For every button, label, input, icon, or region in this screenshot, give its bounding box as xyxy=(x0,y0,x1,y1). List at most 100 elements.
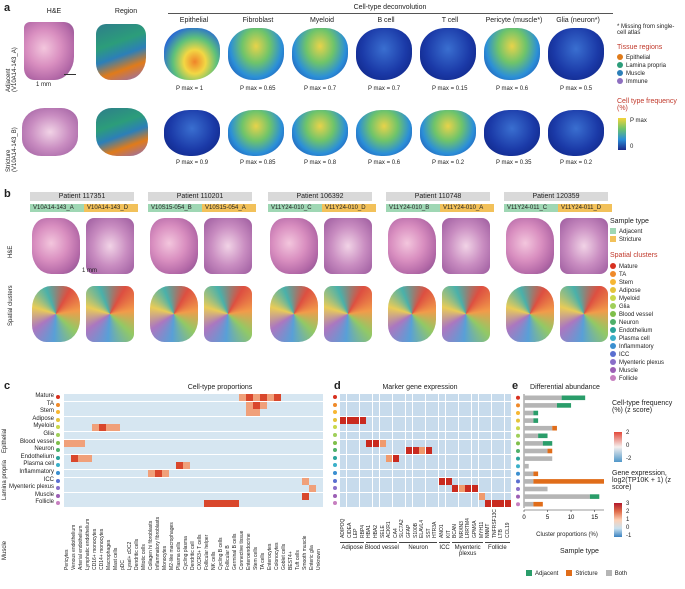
heatmap-cell xyxy=(260,485,267,493)
heatmap-row-label: Mature xyxy=(35,393,54,399)
heatmap-cell xyxy=(197,416,204,424)
cluster-name: Muscle xyxy=(619,368,639,374)
gene-cell xyxy=(392,424,399,432)
heatmap-hot-cell xyxy=(64,439,71,447)
heatmap-cell xyxy=(127,500,134,508)
row-cluster-dot xyxy=(333,486,337,491)
heatmap-cell xyxy=(267,447,274,455)
heatmap-cell xyxy=(274,432,281,440)
cluster-name: Blood vessel xyxy=(619,312,654,318)
gene-cell xyxy=(452,462,459,470)
pmax-stricture: P max = 0.6 xyxy=(368,160,401,166)
heatmap-cell xyxy=(71,409,78,417)
gene-cell xyxy=(491,424,498,432)
expr-tick: 1 xyxy=(626,517,630,523)
pmax-stricture: P max = 0.8 xyxy=(304,160,337,166)
heatmap-cell xyxy=(295,462,302,470)
heatmap-cell xyxy=(246,477,253,485)
column-header: Epithelial xyxy=(179,17,209,24)
heatmap-cell xyxy=(120,492,127,500)
heatmap-cell xyxy=(267,401,274,409)
sample-id: V10A14-143_D xyxy=(84,204,138,212)
gene-cell xyxy=(366,500,373,508)
heatmap-cell xyxy=(260,454,267,462)
heatmap-cell xyxy=(190,492,197,500)
cluster-item: Myenteric plexus xyxy=(610,359,664,367)
cluster-dot xyxy=(610,287,616,294)
gene-cell xyxy=(458,500,465,508)
heatmap-cell xyxy=(85,485,92,493)
heatmap-cell xyxy=(99,470,106,478)
heatmap-cell xyxy=(295,416,302,424)
gene-cell xyxy=(419,401,426,409)
heatmap-cell xyxy=(92,485,99,493)
heatmap-cell xyxy=(120,447,127,455)
heatmap-cell xyxy=(309,394,316,402)
gene-group-bar xyxy=(399,542,437,543)
heatmap-cell xyxy=(155,424,162,432)
gene-cell xyxy=(465,432,472,440)
heatmap-cell xyxy=(64,485,71,493)
e-bar xyxy=(524,463,529,469)
gene-cell xyxy=(399,409,406,417)
gene-cell xyxy=(452,424,459,432)
cluster-item: ICC xyxy=(610,351,664,359)
heatmap-cell xyxy=(267,454,274,462)
heatmap-cell xyxy=(106,470,113,478)
heatmap-cell xyxy=(106,416,113,424)
heatmap-cell xyxy=(225,492,232,500)
heatmap-cell xyxy=(113,447,120,455)
column-header: Fibroblast xyxy=(242,17,274,24)
gene-cell xyxy=(432,401,439,409)
heatmap-cell xyxy=(148,409,155,417)
gene-group-label: Blood vessel xyxy=(364,545,399,551)
gene-label: S100B xyxy=(412,522,419,538)
e-sample-type-title: Sample type xyxy=(560,548,599,555)
heatmap-cell xyxy=(218,454,225,462)
heatmap-cell xyxy=(309,424,316,432)
gene-cell xyxy=(412,454,419,462)
e-sample-type-name: Stricture xyxy=(575,571,598,577)
e-row-dot xyxy=(516,487,520,491)
heatmap-cell xyxy=(211,477,218,485)
heatmap-cell xyxy=(85,447,92,455)
heatmap-cell xyxy=(169,477,176,485)
heatmap-cell xyxy=(169,492,176,500)
gene-cell xyxy=(465,416,472,424)
gene-cell xyxy=(379,401,386,409)
heatmap-cell xyxy=(176,470,183,478)
gene-cell xyxy=(419,492,426,500)
gene-cell xyxy=(472,432,479,440)
tissue-region-item: Muscle xyxy=(617,70,666,78)
expr-zscore-title: Gene expression, log2(TP10K + 1) (z scor… xyxy=(612,470,671,491)
gene-cell xyxy=(359,477,366,485)
heatmap-cell xyxy=(204,454,211,462)
heatmap-cell xyxy=(197,394,204,402)
heatmap-cell xyxy=(239,401,246,409)
sample-id: V10A14-143_A xyxy=(30,204,84,212)
gene-cell xyxy=(465,447,472,455)
heatmap-cell xyxy=(176,439,183,447)
gene-cell xyxy=(419,409,426,417)
gene-cell xyxy=(353,424,360,432)
gene-cell xyxy=(465,477,472,485)
heatmap-hot-cell xyxy=(99,424,106,432)
gene-cell xyxy=(386,432,393,440)
heatmap-cell xyxy=(134,432,141,440)
expr-zscore-colorbar xyxy=(614,503,622,537)
gene-cell xyxy=(373,424,380,432)
e-row-dot xyxy=(516,449,520,453)
e-bar xyxy=(524,410,534,416)
e-bar xyxy=(533,501,543,507)
heatmap-cell xyxy=(288,447,295,455)
heatmap-cell xyxy=(246,485,253,493)
gene-cell xyxy=(452,394,459,402)
heatmap-cell xyxy=(183,401,190,409)
gene-cell xyxy=(406,462,413,470)
freq-colorbar xyxy=(618,118,626,150)
gene-cell xyxy=(445,424,452,432)
heatmap-cell xyxy=(141,439,148,447)
cluster-item: Inflammatory xyxy=(610,343,664,351)
gene-cell xyxy=(491,492,498,500)
heatmap-cell xyxy=(148,394,155,402)
